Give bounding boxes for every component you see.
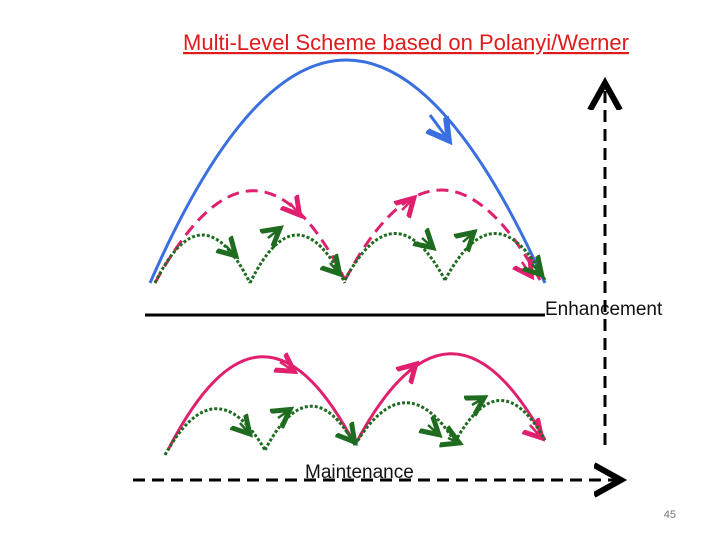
green-arrows-top [226,230,540,273]
green-arrows-bottom [240,399,482,442]
page-number: 45 [664,509,676,521]
green-arcs-bottom [163,399,547,456]
green-arcs-top [153,232,547,284]
blue-arc [148,58,547,284]
maintenance-label: Maintenance [305,462,414,483]
maintenance-arcs [166,352,547,451]
blue-arrow [430,114,447,138]
maintenance-arrows [280,362,540,436]
title: Multi-Level Scheme based on Polanyi/Wern… [183,30,629,55]
